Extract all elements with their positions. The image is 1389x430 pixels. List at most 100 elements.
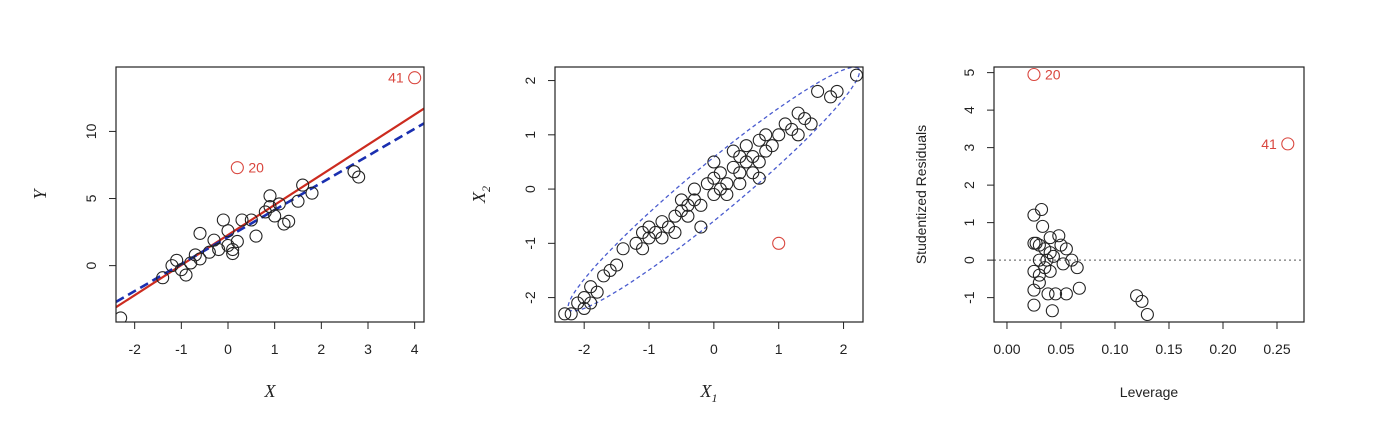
p3-y-tick-label: 3 <box>961 144 977 152</box>
p1-point <box>230 234 244 249</box>
p3-x-axis-label: Leverage <box>1120 384 1179 400</box>
p3-y-axis-label: Studentized Residuals <box>913 125 929 264</box>
p1-x-tick-label: 4 <box>411 341 419 357</box>
p3-point <box>1056 257 1070 271</box>
p3-point <box>1070 261 1084 275</box>
p2-x-tick-label: -1 <box>643 341 656 357</box>
p2-point <box>668 225 682 240</box>
p3-y-tick-label: 0 <box>961 256 977 264</box>
p1-point <box>202 245 216 259</box>
p2-point <box>830 84 844 98</box>
panel-x2-vs-x1: -2 -1 0 1 2 -2 -1 0 1 2 X1 X2 <box>469 66 864 405</box>
panel-residuals-vs-leverage: 20 41 0.00 0.05 0.10 0.15 0.20 0.25 -1 0 1 2 3 4 5 Leve… <box>913 66 1305 400</box>
p2-point <box>584 296 598 310</box>
p2-point <box>694 198 708 212</box>
p3-point <box>1046 249 1060 263</box>
p2-x-tick-label: 1 <box>775 341 783 357</box>
p2-outlier-point <box>772 236 786 250</box>
p1-point <box>272 197 286 211</box>
p1-point <box>156 271 170 285</box>
p1-outlier-point <box>230 161 244 175</box>
p2-point <box>739 139 753 153</box>
p1-point <box>352 170 366 184</box>
p2-y-tick-label: 1 <box>522 131 538 139</box>
p2-point <box>752 171 766 185</box>
p3-point <box>1043 264 1057 278</box>
p1-x-tick-label: -2 <box>128 341 141 357</box>
p3-x-tick-label: 0.15 <box>1155 341 1182 357</box>
p3-point <box>1043 246 1057 260</box>
p3-y-tick-label: 4 <box>961 106 977 114</box>
p1-x-tick-label: 2 <box>317 341 325 357</box>
p3-point <box>1140 307 1154 322</box>
p1-point <box>263 189 277 203</box>
p1-point <box>277 217 291 231</box>
p2-point <box>733 166 747 180</box>
p2-x-tick-label: 0 <box>710 341 718 357</box>
p2-point <box>707 155 721 169</box>
p3-outlier-label: 41 <box>1261 136 1277 152</box>
p3-y-tick-label: -1 <box>961 291 977 304</box>
p2-plot-content <box>558 67 863 321</box>
p1-y-tick-label: 5 <box>83 194 99 202</box>
p3-x-tick-label: 0.05 <box>1047 341 1074 357</box>
p1-x-tick-label: 3 <box>364 341 372 357</box>
p1-x-axis-label: X <box>264 381 277 401</box>
p1-outlier-point <box>408 71 422 85</box>
p2-point <box>720 177 734 191</box>
p3-point <box>1032 276 1046 290</box>
p3-point <box>1027 264 1041 278</box>
p3-point <box>1036 219 1050 233</box>
p1-outlier-label: 20 <box>248 160 264 176</box>
p1-point <box>212 242 226 257</box>
p2-point <box>720 187 734 202</box>
p2-point <box>687 182 701 196</box>
p2-point <box>558 307 572 321</box>
p2-point <box>804 117 818 131</box>
p3-point <box>1029 236 1043 250</box>
p2-x-axis-label: X1 <box>700 381 718 405</box>
p1-plot-content <box>116 107 424 322</box>
p3-point <box>1059 287 1073 301</box>
p1-point <box>249 229 263 243</box>
p2-point <box>694 220 708 234</box>
p1-y-tick-label: 10 <box>83 123 99 139</box>
p1-point <box>296 178 310 192</box>
p3-frame <box>993 66 1305 323</box>
p2-point <box>772 128 786 142</box>
p2-point <box>713 166 727 180</box>
p2-point <box>791 128 805 142</box>
p1-point <box>291 194 305 208</box>
p2-point <box>564 307 578 321</box>
p1-point <box>347 165 361 179</box>
p2-point <box>765 139 779 153</box>
p2-point <box>681 209 695 223</box>
p2-y-tick-label: 0 <box>522 185 538 193</box>
p3-point <box>1059 242 1073 256</box>
p1-point <box>193 252 207 266</box>
p2-point <box>849 68 863 82</box>
p1-point <box>188 248 202 262</box>
p1-point <box>226 247 240 261</box>
p3-point <box>1043 231 1057 245</box>
p2-x-tick-label: -2 <box>578 341 591 357</box>
p2-y-tick-label: 2 <box>522 76 538 84</box>
p3-x-tick-label: 0.20 <box>1209 341 1236 357</box>
p2-point <box>733 177 747 191</box>
p1-point <box>170 253 184 267</box>
p1-point <box>235 213 249 227</box>
p2-point <box>610 258 624 272</box>
p1-point <box>179 268 193 282</box>
p1-point <box>226 242 240 257</box>
p3-point <box>1041 287 1055 301</box>
p2-y-axis-label: X2 <box>469 186 493 204</box>
p2-frame <box>554 66 864 323</box>
p3-point <box>1072 281 1086 295</box>
p2-point <box>616 242 630 256</box>
p3-point <box>1034 202 1049 217</box>
p2-point <box>752 155 766 169</box>
p2-x-tick-label: 2 <box>840 341 848 357</box>
p1-point <box>184 256 198 270</box>
p1-y-axis-label: Y <box>30 188 50 200</box>
